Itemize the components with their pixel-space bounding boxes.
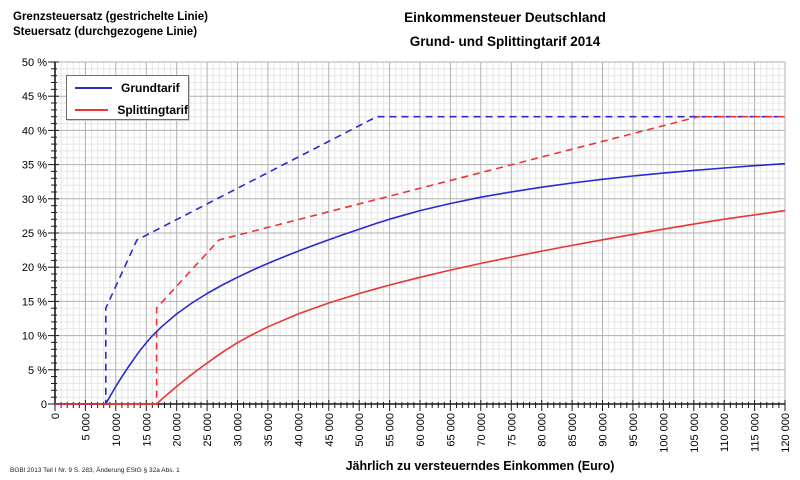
- y-tick-label: 30 %: [22, 194, 47, 206]
- y-tick-label: 15 %: [22, 296, 47, 308]
- x-tick-label: 110 000: [719, 413, 731, 452]
- y-tick-label: 5 %: [28, 365, 47, 377]
- y-tick-label: 0: [41, 399, 47, 411]
- x-tick-label: 35 000: [263, 413, 275, 447]
- chart-title-line2: Grund- und Splittingtarif 2014: [409, 34, 601, 49]
- line-type-note-dashed: Grenzsteuersatz (gestrichelte Linie): [13, 11, 208, 23]
- y-tick-label: 40 %: [22, 125, 47, 137]
- x-tick-label: 100 000: [658, 413, 670, 453]
- x-tick-label: 40 000: [293, 413, 305, 447]
- grundtarif-line-swatch: [75, 86, 112, 89]
- x-tick-label: 10 000: [111, 413, 123, 447]
- x-tick-label: 90 000: [598, 413, 610, 447]
- legend-label-grundtarif: Grundtarif: [121, 80, 180, 95]
- x-tick-label: 105 000: [689, 413, 701, 453]
- x-tick-label: 65 000: [445, 413, 457, 447]
- chart-title-line1: Einkommensteuer Deutschland: [404, 10, 606, 25]
- legend-item-splittingtarif: Splittingtarif: [67, 99, 188, 120]
- legend-item-grundtarif: Grundtarif: [67, 77, 188, 98]
- line-type-note-solid: Steuersatz (durchgezogene Linie): [13, 26, 198, 38]
- y-tick-label: 20 %: [22, 262, 47, 274]
- x-tick-label: 95 000: [628, 413, 640, 447]
- x-tick-label: 120 000: [780, 413, 792, 453]
- chart-title: Einkommensteuer Deutschland Grund- und S…: [404, 6, 606, 54]
- x-tick-label: 30 000: [233, 413, 245, 447]
- x-tick-label: 15 000: [141, 413, 153, 447]
- x-tick-label: 85 000: [567, 413, 579, 447]
- x-tick-label: 80 000: [537, 413, 549, 447]
- source-note: BGBl 2013 Teil I Nr. 9 S. 283, Änderung …: [10, 467, 180, 474]
- y-tick-label: 25 %: [22, 228, 47, 240]
- x-tick-label: 70 000: [476, 413, 488, 447]
- x-tick-label: 20 000: [172, 413, 184, 447]
- legend-label-splittingtarif: Splittingtarif: [117, 102, 188, 117]
- y-tick-label: 35 %: [22, 160, 47, 172]
- y-tick-label: 45 %: [22, 91, 47, 103]
- x-tick-label: 5 000: [80, 413, 92, 441]
- x-tick-label: 115 000: [750, 413, 762, 452]
- y-tick-label: 50 %: [22, 57, 47, 69]
- x-tick-label: 25 000: [202, 413, 214, 447]
- x-tick-label: 55 000: [385, 413, 397, 447]
- x-tick-label: 45 000: [324, 413, 336, 447]
- x-axis-title: Jährlich zu versteuerndes Einkommen (Eur…: [345, 459, 615, 473]
- series-splittingtarif-steuersatz: [55, 209, 786, 405]
- x-tick-label: 0: [50, 413, 62, 419]
- x-tick-label: 60 000: [415, 413, 427, 447]
- x-tick-label: 50 000: [354, 413, 366, 447]
- y-tick-label: 10 %: [22, 331, 47, 343]
- series-grundtarif-steuersatz: [55, 162, 786, 405]
- splittingtarif-line-swatch: [75, 108, 109, 111]
- line-type-note: Grenzsteuersatz (gestrichelte Linie) Ste…: [13, 10, 208, 40]
- chart-legend: Grundtarif Splittingtarif: [66, 75, 189, 120]
- x-tick-label: 75 000: [506, 413, 518, 447]
